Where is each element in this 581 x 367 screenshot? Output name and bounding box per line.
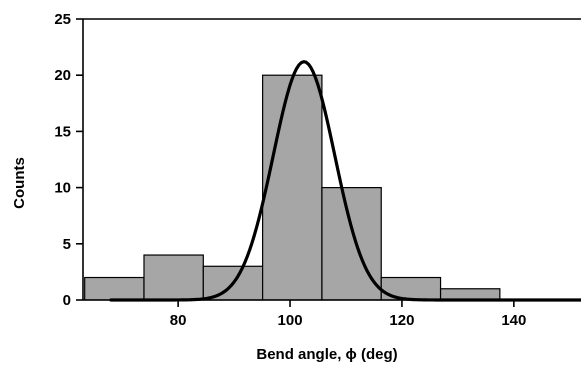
y-tick-label-5: 5 [63,236,71,253]
tick-labels: 0 5 10 15 20 25 80 100 120 140 [54,11,526,329]
x-tick-label-100: 100 [278,312,303,329]
bar-3 [262,74,323,301]
bar-6 [439,288,501,301]
bar-0 [84,276,145,301]
y-tick-label-10: 10 [54,180,71,197]
x-tick-label-140: 140 [501,312,526,329]
bar-1 [143,254,204,301]
histogram-bars [84,74,501,301]
bar-4 [321,187,382,301]
y-tick-label-0: 0 [63,292,71,309]
x-tick-label-80: 80 [170,312,187,329]
axes [76,18,581,307]
y-axis-title: Counts [11,157,28,209]
x-tick-label-120: 120 [389,312,414,329]
y-tick-label-25: 25 [54,11,71,28]
y-tick-label-15: 15 [54,123,71,140]
x-axis-title: Bend angle, ϕ (deg) [256,346,397,363]
y-tick-label-20: 20 [54,67,71,84]
